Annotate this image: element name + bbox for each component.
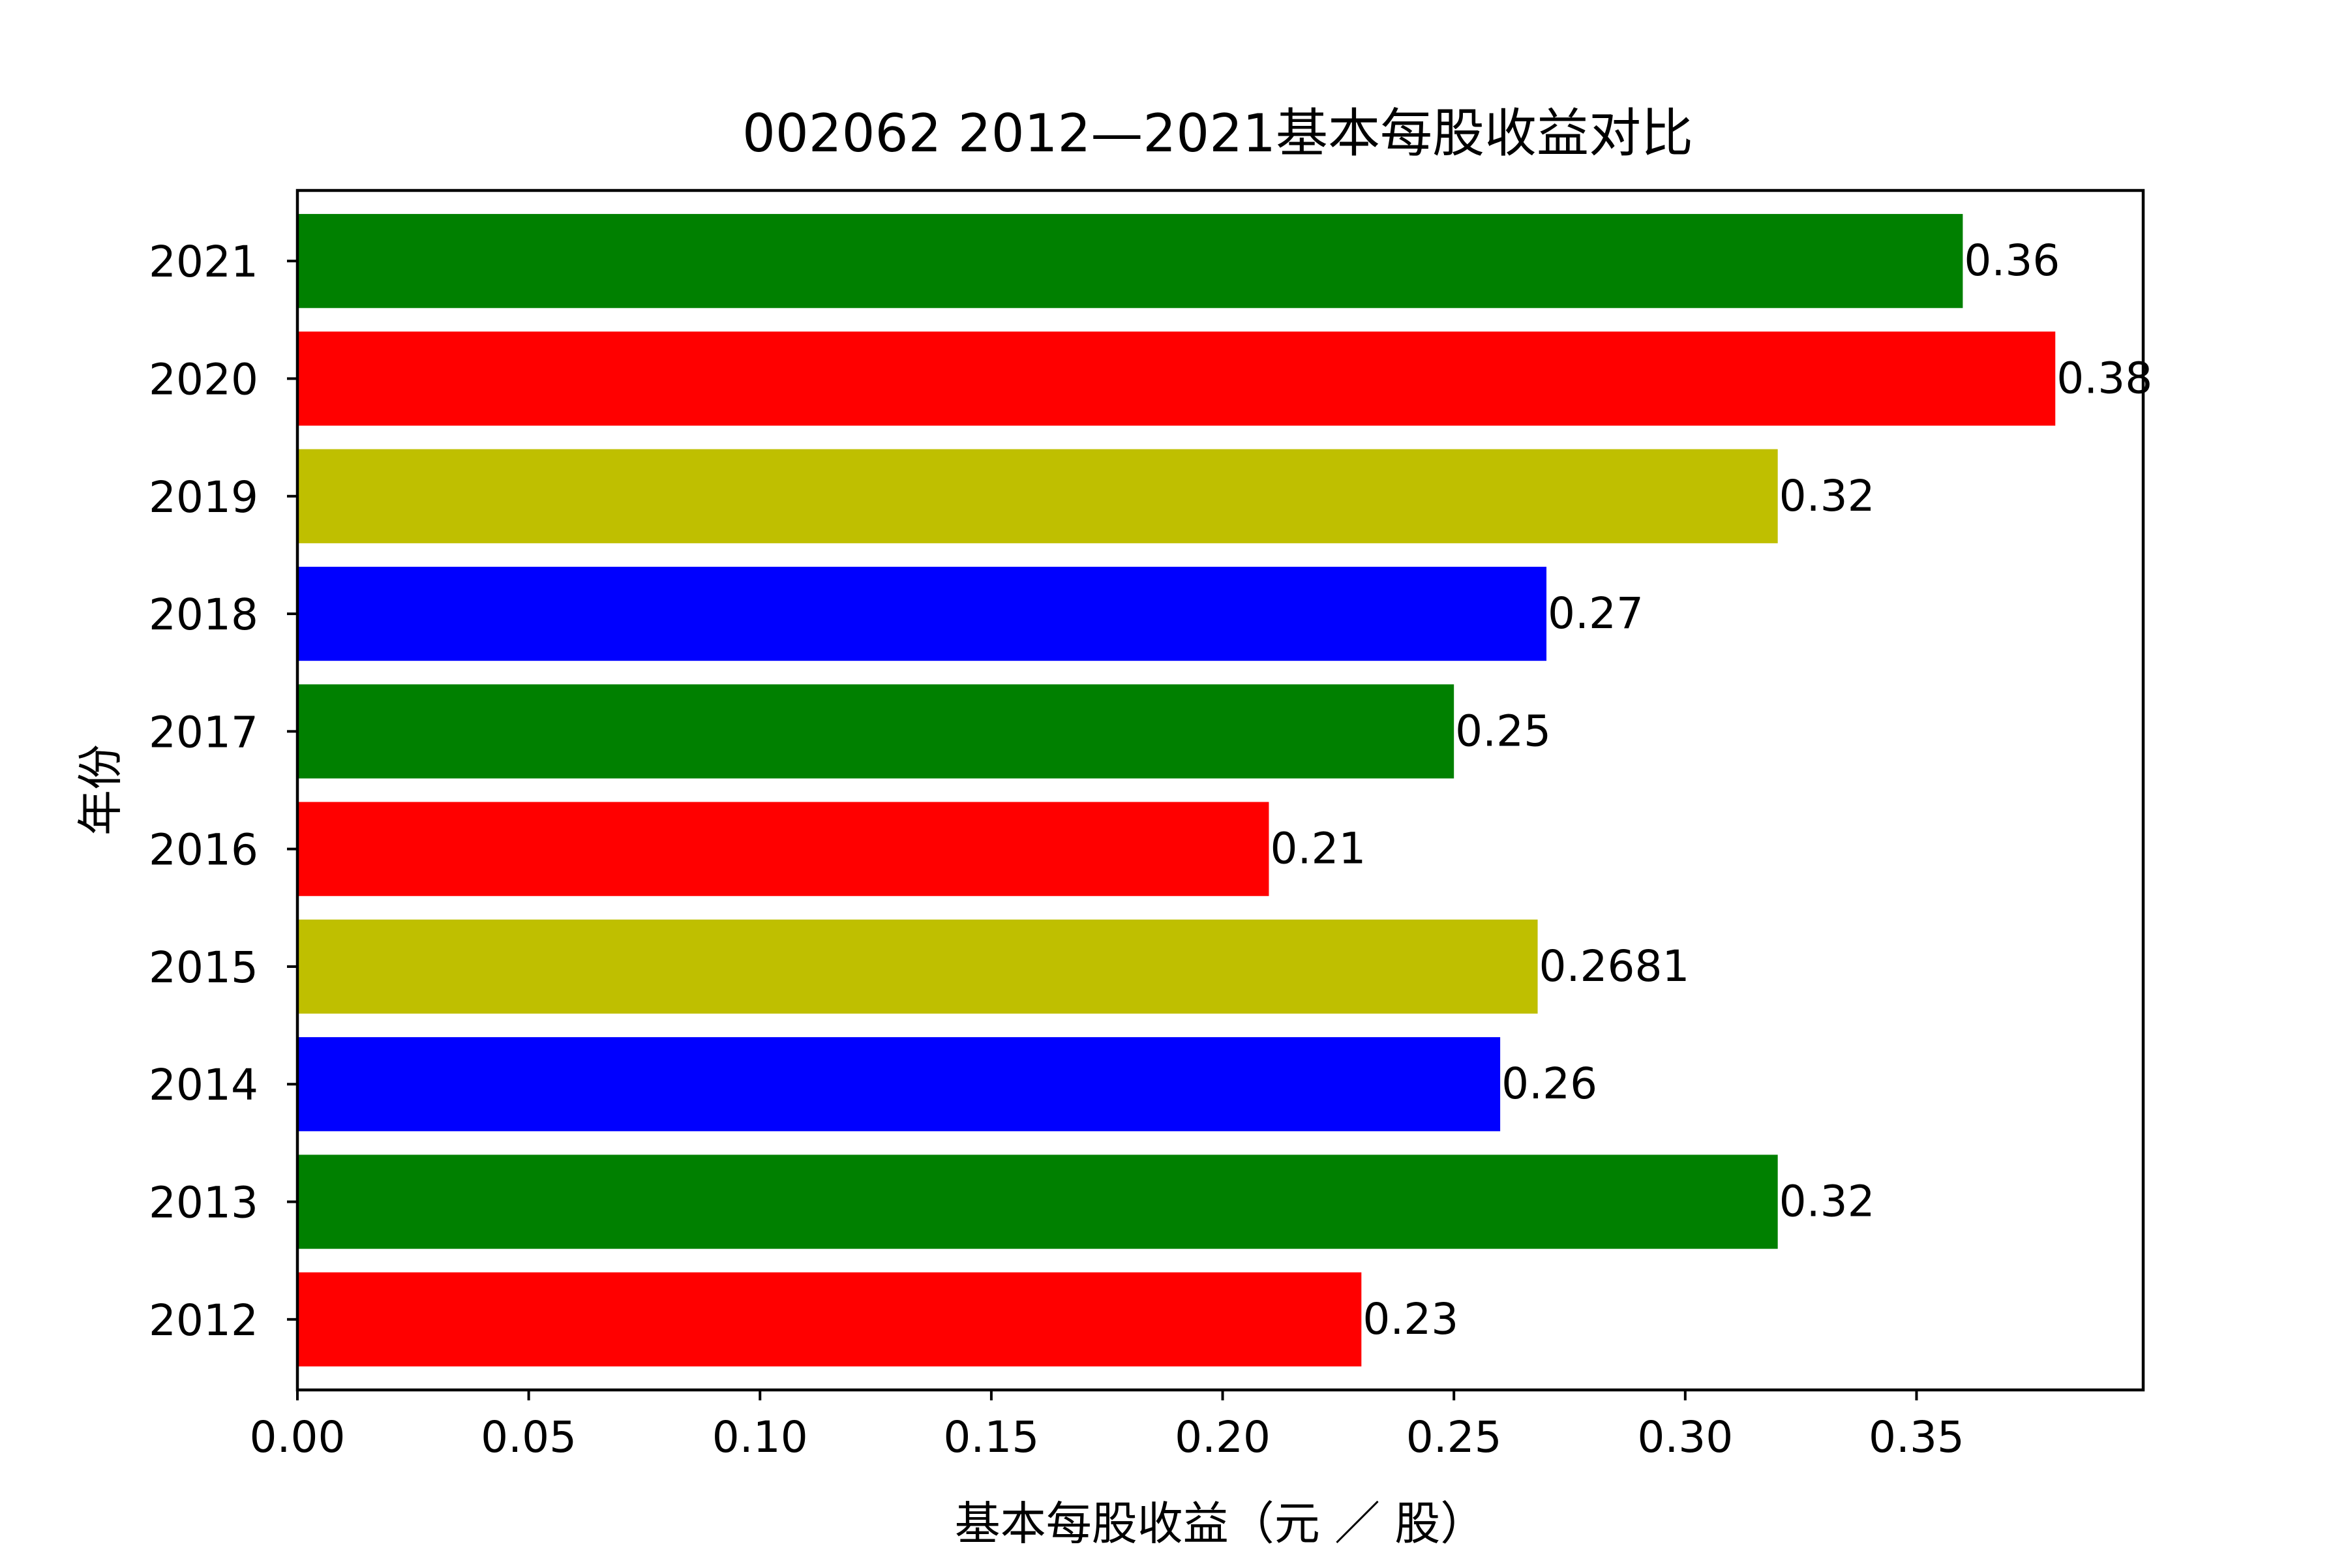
x-tick-label-0.30: 0.30 <box>1637 1412 1733 1462</box>
data-label-2015: 0.2681 <box>1539 941 1690 991</box>
y-tick-label-2014: 2014 <box>149 1060 258 1110</box>
y-tick-label-2018: 2018 <box>149 590 258 640</box>
bar-2015 <box>297 919 1538 1014</box>
y-axis: 2012 2013 2014 2015 2016 2017 2018 2019 2020 2021 <box>149 237 297 1346</box>
bar-2021 <box>297 214 1963 309</box>
x-tick-label-0.05: 0.05 <box>481 1412 577 1462</box>
bar-2020 <box>297 331 2056 426</box>
x-tick-label-0.25: 0.25 <box>1406 1412 1502 1462</box>
y-tick-label-2016: 2016 <box>149 825 258 875</box>
bar-2013 <box>297 1154 1778 1249</box>
data-label-2017: 0.25 <box>1455 706 1551 756</box>
bar-2019 <box>297 449 1778 543</box>
bar-2014 <box>297 1037 1501 1132</box>
data-label-2019: 0.32 <box>1779 471 1875 521</box>
y-tick-label-2021: 2021 <box>149 237 258 287</box>
x-axis-label: 基本每股收益（元 ／ 股） <box>955 1497 1486 1550</box>
x-tick-label-0.20: 0.20 <box>1175 1412 1271 1462</box>
y-tick-label-2012: 2012 <box>149 1295 258 1346</box>
chart-title: 002062 2012—2021基本每股收益对比 <box>742 103 1693 164</box>
y-tick-label-2020: 2020 <box>149 354 258 404</box>
bars-layer <box>297 214 2056 1366</box>
x-axis: 0.00 0.05 0.10 0.15 0.20 0.25 0.30 0.35 <box>250 1390 1964 1462</box>
y-tick-label-2017: 2017 <box>149 707 258 757</box>
y-tick-label-2015: 2015 <box>149 942 258 993</box>
data-label-2021: 0.36 <box>1964 235 2060 286</box>
data-labels-layer: 0.23 0.32 0.26 0.2681 0.21 0.25 0.27 0.32 0.38 0.… <box>1270 235 2152 1344</box>
bar-2017 <box>297 684 1454 779</box>
data-label-2012: 0.23 <box>1362 1294 1458 1344</box>
y-tick-label-2019: 2019 <box>149 472 258 522</box>
bar-2012 <box>297 1272 1362 1366</box>
bar-2016 <box>297 802 1269 896</box>
data-label-2014: 0.26 <box>1501 1059 1597 1109</box>
y-tick-label-2013: 2013 <box>149 1178 258 1228</box>
x-tick-label-0.00: 0.00 <box>250 1412 346 1462</box>
x-tick-label-0.10: 0.10 <box>712 1412 808 1462</box>
data-label-2016: 0.21 <box>1270 824 1366 874</box>
bar-2018 <box>297 566 1547 661</box>
data-label-2018: 0.27 <box>1548 588 1644 639</box>
x-tick-label-0.35: 0.35 <box>1869 1412 1964 1462</box>
x-tick-label-0.15: 0.15 <box>943 1412 1039 1462</box>
data-label-2020: 0.38 <box>2056 353 2152 403</box>
data-label-2013: 0.32 <box>1779 1177 1875 1227</box>
y-axis-label: 年份 <box>74 744 127 836</box>
plot-frame <box>295 188 2145 1392</box>
